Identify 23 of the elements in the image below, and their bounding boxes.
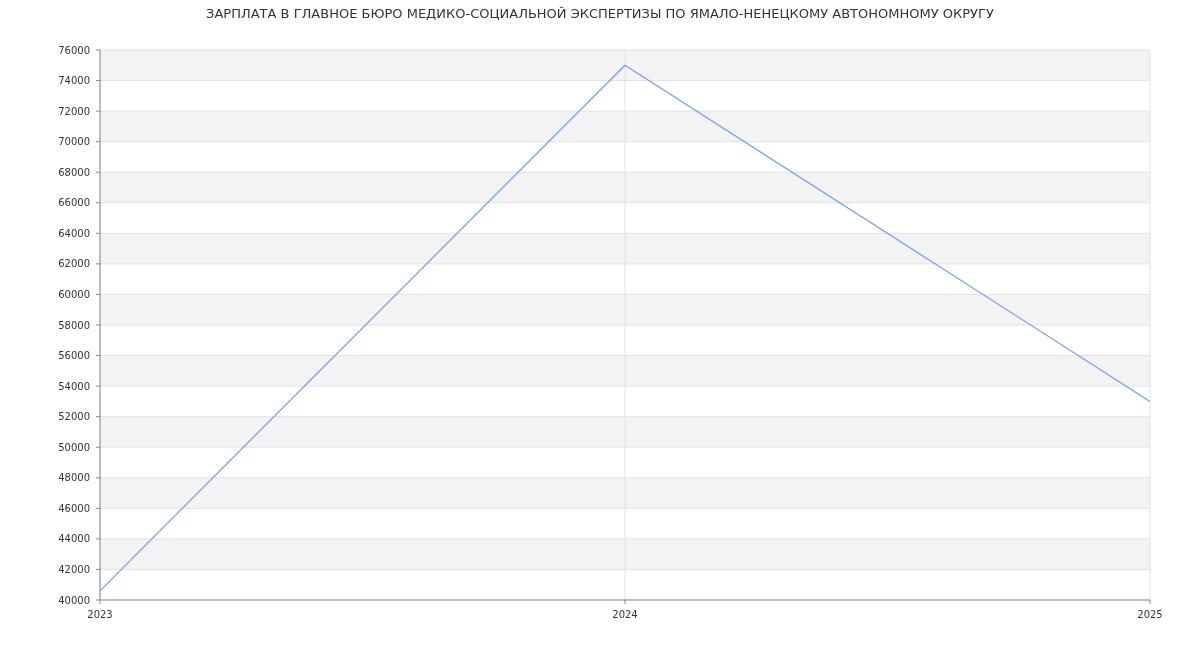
x-tick-label: 2024 xyxy=(612,609,638,620)
y-tick-label: 58000 xyxy=(58,319,90,331)
y-tick-label: 50000 xyxy=(58,441,90,453)
y-tick-label: 76000 xyxy=(58,44,90,56)
y-tick-label: 54000 xyxy=(58,380,90,392)
y-tick-label: 52000 xyxy=(58,411,90,423)
y-tick-label: 56000 xyxy=(58,350,90,362)
y-tick-label: 40000 xyxy=(58,594,90,606)
y-tick-label: 72000 xyxy=(58,105,90,117)
y-tick-label: 68000 xyxy=(58,166,90,178)
y-tick-label: 74000 xyxy=(58,75,90,87)
y-tick-label: 70000 xyxy=(58,136,90,148)
y-tick-label: 46000 xyxy=(58,502,90,514)
y-tick-label: 60000 xyxy=(58,288,90,300)
y-tick-label: 64000 xyxy=(58,227,90,239)
y-tick-label: 44000 xyxy=(58,533,90,545)
x-tick-label: 2023 xyxy=(87,609,113,620)
y-tick-label: 48000 xyxy=(58,472,90,484)
x-tick-label: 2025 xyxy=(1137,609,1163,620)
chart-title: ЗАРПЛАТА В ГЛАВНОЕ БЮРО МЕДИКО-СОЦИАЛЬНОЙ ЭКСПЕРТИЗЫ ПО ЯМАЛО-НЕНЕЦКОМУ АВТОНОМНОМУ ОКРУГУ xyxy=(206,6,994,21)
y-tick-label: 62000 xyxy=(58,258,90,270)
y-tick-label: 66000 xyxy=(58,197,90,209)
y-tick-label: 42000 xyxy=(58,563,90,575)
